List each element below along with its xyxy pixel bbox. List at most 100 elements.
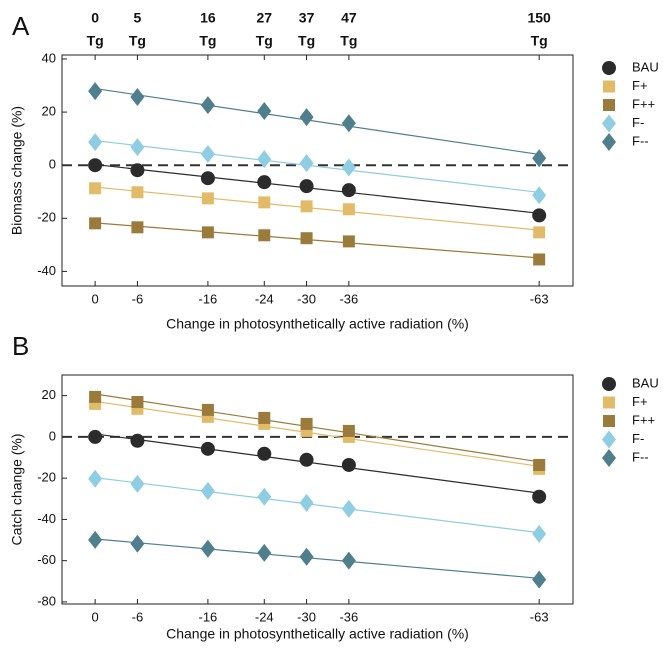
data-point <box>257 150 272 169</box>
y-tick-label: 20 <box>42 387 56 402</box>
data-point <box>299 547 314 566</box>
data-point <box>130 433 145 448</box>
data-point <box>130 87 145 106</box>
x-axis-title: Change in photosynthetically active radi… <box>166 316 469 332</box>
y-tick-label: -40 <box>37 263 56 278</box>
x2-tick-label: 37 <box>299 10 315 26</box>
legend-label: F++ <box>632 96 655 111</box>
panel-label: B <box>12 331 29 361</box>
trend-line <box>95 140 540 193</box>
trend-line <box>95 393 540 463</box>
x-tick-label: -6 <box>132 291 144 306</box>
data-point <box>257 446 272 461</box>
data-point <box>299 493 314 512</box>
data-point <box>258 411 271 424</box>
x-tick-label: -36 <box>339 291 358 306</box>
x-axis-title: Change in photosynthetically active radi… <box>166 626 469 642</box>
x2-tick-label: 16 <box>200 10 216 26</box>
data-point <box>533 226 546 239</box>
data-point <box>201 192 214 205</box>
x2-tick-unit: Tg <box>199 33 216 49</box>
data-point <box>341 183 356 198</box>
y-tick-label: -80 <box>37 593 56 608</box>
data-point <box>341 551 356 570</box>
legend-marker <box>603 99 615 111</box>
trend-line <box>95 186 540 231</box>
legend-label: BAU <box>632 375 659 390</box>
legend-marker <box>602 430 616 449</box>
trend-line <box>95 87 540 156</box>
y-tick-label: -40 <box>37 511 56 526</box>
data-point <box>200 145 215 164</box>
data-point <box>532 186 547 205</box>
x2-tick-unit: Tg <box>298 33 315 49</box>
y-tick-label: 40 <box>42 50 56 65</box>
data-point <box>200 539 215 558</box>
data-point <box>341 499 356 518</box>
x-tick-label: -24 <box>255 291 274 306</box>
data-point <box>88 82 103 101</box>
data-point <box>342 235 355 248</box>
trend-line <box>95 400 540 467</box>
legend-marker <box>602 449 616 467</box>
data-point <box>89 390 102 403</box>
data-point <box>88 429 103 444</box>
legend-label: F-- <box>632 133 649 148</box>
data-point <box>299 179 314 194</box>
legend-label: F+ <box>632 394 648 409</box>
y-tick-label: 0 <box>49 157 56 172</box>
x-tick-label: 0 <box>92 609 99 624</box>
legend-label: BAU <box>632 59 659 74</box>
data-point <box>201 226 214 239</box>
data-point <box>200 171 215 186</box>
x2-tick-unit: Tg <box>256 33 273 49</box>
x-tick-label: -16 <box>199 609 218 624</box>
y-tick-label: -20 <box>37 470 56 485</box>
data-point <box>201 403 214 416</box>
data-point <box>299 108 314 127</box>
data-point <box>341 114 356 133</box>
trend-line <box>95 538 540 579</box>
data-point <box>200 96 215 115</box>
data-point <box>131 221 144 234</box>
data-point <box>299 452 314 467</box>
data-point <box>131 396 144 409</box>
x-tick-label: -6 <box>132 609 144 624</box>
x2-tick-unit: Tg <box>531 33 548 49</box>
data-point <box>341 158 356 177</box>
data-point <box>342 424 355 437</box>
x-tick-label: -30 <box>297 609 316 624</box>
x-tick-label: -30 <box>297 291 316 306</box>
x2-tick-label: 0 <box>91 10 99 26</box>
data-point <box>130 534 145 553</box>
trend-line <box>95 163 540 214</box>
legend-label: F+ <box>632 78 648 93</box>
data-point <box>257 543 272 562</box>
data-point <box>130 474 145 493</box>
legend-marker <box>603 415 615 427</box>
y-tick-label: -60 <box>37 552 56 567</box>
data-point <box>258 229 271 242</box>
legend-label: F- <box>632 431 644 446</box>
data-point <box>89 217 102 230</box>
y-axis-title: Catch change (%) <box>9 433 25 545</box>
legend-label: F- <box>632 115 644 130</box>
data-point <box>200 441 215 456</box>
data-point <box>533 458 546 471</box>
data-point <box>257 175 272 190</box>
data-point <box>300 200 313 213</box>
data-point <box>532 524 547 543</box>
x2-tick-label: 5 <box>134 10 142 26</box>
data-point <box>341 457 356 472</box>
data-point <box>532 570 547 589</box>
y-tick-label: -20 <box>37 210 56 225</box>
x2-tick-unit: Tg <box>129 33 146 49</box>
data-point <box>130 163 145 178</box>
trend-line <box>95 222 540 259</box>
plot-frame <box>61 54 574 287</box>
x-tick-label: -24 <box>255 609 274 624</box>
data-point <box>532 149 547 168</box>
plot-frame <box>61 374 574 605</box>
data-point <box>88 133 103 152</box>
